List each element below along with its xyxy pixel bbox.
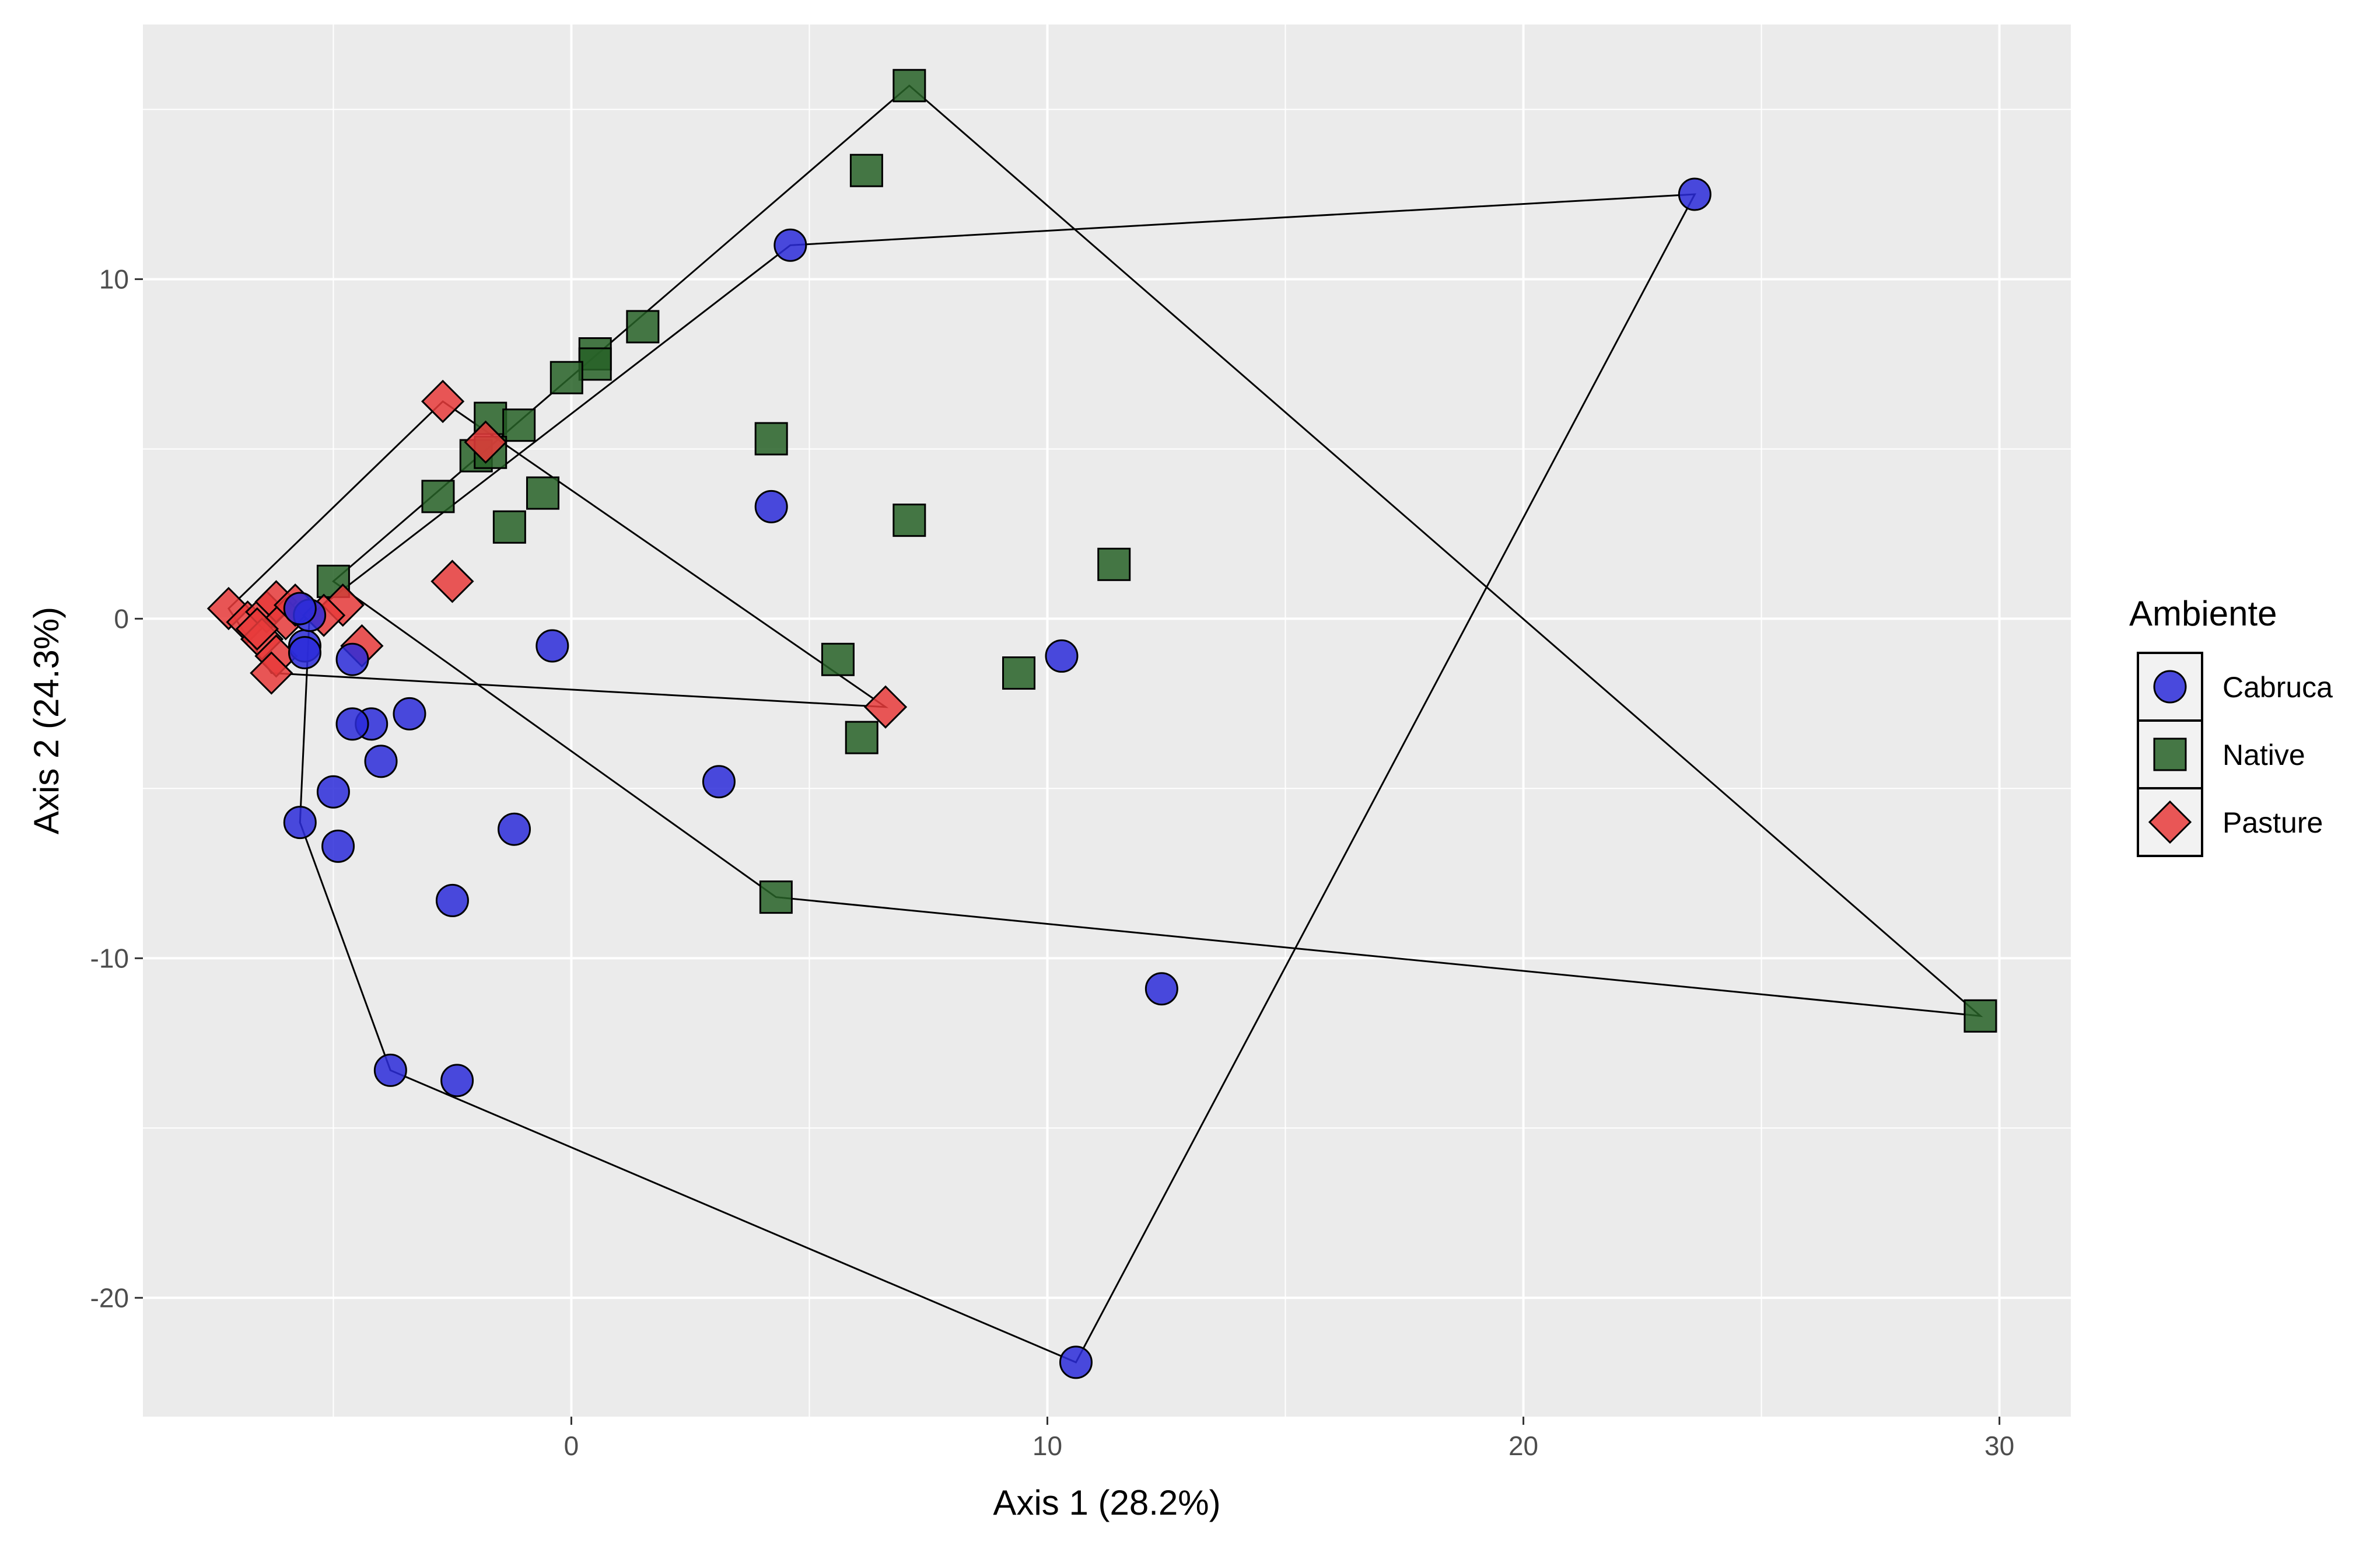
y-axis-title: Axis 2 (24.3%) — [27, 607, 66, 834]
point-cabruca — [1144, 972, 1178, 1006]
x-axis-title: Axis 1 (28.2%) — [993, 1483, 1220, 1522]
point-cabruca — [536, 629, 569, 663]
point-native — [1097, 547, 1131, 581]
point-native — [754, 422, 788, 456]
point-cabruca — [335, 642, 369, 676]
x-tick-label: 10 — [1032, 1431, 1062, 1461]
point-cabruca — [321, 829, 355, 863]
point-native — [892, 504, 926, 537]
point-native — [626, 310, 660, 344]
point-cabruca — [283, 806, 317, 840]
x-axis-ticks: 0 10 20 30 — [564, 1417, 2014, 1461]
point-native — [849, 153, 883, 187]
point-native — [578, 347, 612, 381]
y-tick-label: -10 — [90, 943, 129, 973]
minor-gridlines — [143, 25, 2071, 1417]
major-gridlines — [143, 25, 2071, 1417]
legend: Ambiente Cabruca Native Pasture — [2129, 594, 2333, 857]
point-cabruca — [498, 812, 531, 846]
point-native — [1964, 999, 1997, 1033]
x-tick-label: 0 — [564, 1431, 579, 1461]
point-cabruca — [364, 744, 398, 778]
point-pasture — [863, 685, 908, 729]
x-tick-label: 20 — [1508, 1431, 1538, 1461]
point-cabruca — [316, 775, 350, 809]
point-cabruca — [774, 228, 807, 262]
point-pasture — [430, 560, 474, 603]
y-axis-ticks: 10 0 -10 -20 — [90, 264, 143, 1313]
point-native — [421, 480, 455, 513]
point-cabruca — [435, 883, 469, 917]
point-pasture — [464, 420, 508, 464]
legend-swatch-cabruca — [2153, 670, 2187, 704]
point-cabruca — [1045, 639, 1079, 673]
x-tick-label: 30 — [1985, 1431, 2014, 1461]
point-cabruca — [373, 1053, 407, 1087]
legend-label-cabruca: Cabruca — [2222, 671, 2333, 704]
plot-panel — [143, 25, 2071, 1417]
point-native — [550, 361, 583, 394]
legend-label-native: Native — [2222, 739, 2305, 771]
point-pasture — [421, 379, 465, 424]
point-native — [845, 721, 878, 754]
point-cabruca — [702, 765, 736, 799]
point-cabruca — [288, 636, 321, 670]
point-cabruca — [1678, 177, 1712, 211]
y-tick-label: 10 — [99, 264, 129, 294]
point-native — [759, 880, 793, 914]
point-native — [821, 642, 855, 676]
data-points — [206, 69, 1997, 1379]
point-cabruca — [754, 490, 788, 523]
y-tick-label: 0 — [114, 603, 129, 634]
point-native — [502, 408, 536, 442]
point-native — [892, 69, 926, 103]
point-cabruca — [283, 592, 317, 625]
legend-swatch-native — [2153, 737, 2187, 771]
point-native — [1002, 656, 1036, 690]
legend-label-pasture: Pasture — [2222, 806, 2323, 839]
legend-swatch-pasture — [2148, 800, 2192, 844]
point-cabruca — [440, 1064, 474, 1097]
point-cabruca — [393, 697, 426, 730]
point-pasture — [235, 607, 279, 651]
point-pasture — [250, 651, 293, 695]
legend-title: Ambiente — [2129, 594, 2277, 633]
point-native — [526, 476, 559, 510]
point-native — [492, 510, 526, 544]
point-cabruca — [335, 707, 369, 741]
point-cabruca — [1059, 1345, 1093, 1379]
y-tick-label: -20 — [90, 1282, 129, 1313]
